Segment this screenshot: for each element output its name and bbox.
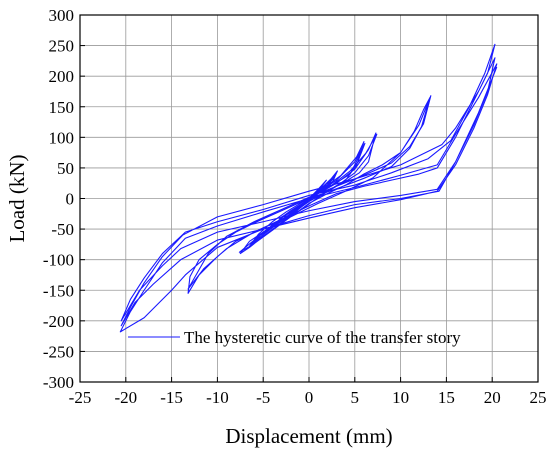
y-tick-label: 50 (57, 159, 74, 178)
y-axis-title: Load (kN) (5, 154, 29, 242)
x-tick-label: -5 (256, 388, 270, 407)
x-tick-label: 20 (484, 388, 501, 407)
y-tick-label: 250 (49, 37, 75, 56)
ticks: -25 -20 -15 -10 -5 0 5 10 15 20 25-300-250-200-150… (43, 6, 547, 407)
y-tick-label: -100 (43, 251, 74, 270)
y-tick-label: -50 (51, 220, 74, 239)
x-tick-label: 15 (438, 388, 455, 407)
x-tick-label: 25 (530, 388, 547, 407)
y-tick-label: -300 (43, 373, 74, 392)
x-tick-label: -25 (69, 388, 92, 407)
y-tick-label: -150 (43, 281, 74, 300)
x-axis-title: Displacement (mm) (225, 424, 392, 448)
y-tick-label: 200 (49, 67, 75, 86)
legend-label: The hysteretic curve of the transfer sto… (184, 328, 461, 347)
y-tick-label: -250 (43, 342, 74, 361)
grid (80, 15, 538, 382)
x-tick-label: 5 (351, 388, 360, 407)
x-tick-label: 0 (305, 388, 314, 407)
hysteresis-series-line (119, 43, 498, 333)
legend: The hysteretic curve of the transfer sto… (128, 328, 461, 347)
y-tick-label: 100 (49, 128, 75, 147)
x-tick-label: 10 (392, 388, 409, 407)
x-tick-label: -15 (160, 388, 183, 407)
y-tick-label: 0 (66, 190, 75, 209)
y-tick-label: 300 (49, 6, 75, 25)
y-tick-label: -200 (43, 312, 74, 331)
data-layer (119, 43, 498, 333)
x-tick-label: -20 (114, 388, 137, 407)
y-tick-label: 150 (49, 98, 75, 117)
x-tick-label: -10 (206, 388, 229, 407)
